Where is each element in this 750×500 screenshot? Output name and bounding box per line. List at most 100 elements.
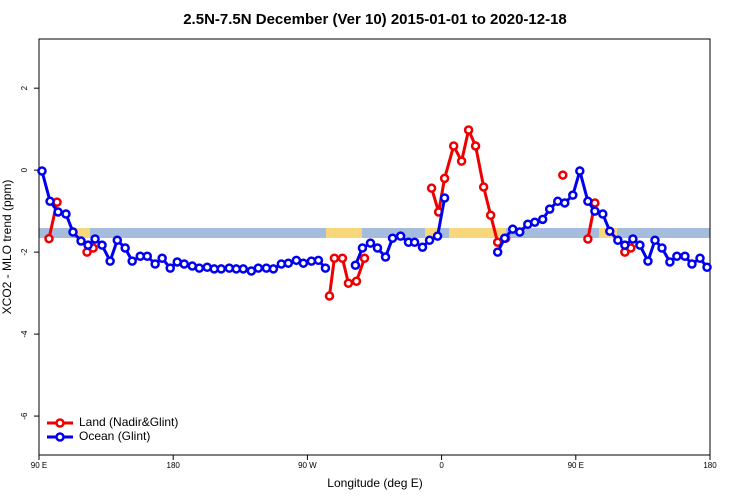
data-point xyxy=(45,196,55,207)
data-point xyxy=(90,234,100,244)
data-point xyxy=(417,242,428,252)
y-tick-label: -2 xyxy=(20,248,29,256)
data-point xyxy=(97,240,107,250)
data-point xyxy=(365,238,376,248)
data-point xyxy=(120,243,130,253)
y-axis-label: XCO2 - MLO trend (ppm) xyxy=(0,180,14,315)
data-point xyxy=(216,264,226,274)
data-point xyxy=(268,264,279,274)
data-point xyxy=(680,251,690,261)
data-point xyxy=(343,278,354,289)
data-point xyxy=(372,243,383,253)
ocean-band xyxy=(39,228,710,238)
data-point xyxy=(329,253,340,264)
data-point xyxy=(253,263,264,273)
x-tick-label: 180 xyxy=(167,461,181,470)
data-point xyxy=(485,210,496,220)
data-point xyxy=(142,251,153,261)
data-point xyxy=(357,243,368,253)
data-point xyxy=(568,190,578,200)
data-point xyxy=(695,253,705,264)
data-point xyxy=(439,193,450,203)
data-point xyxy=(194,263,205,273)
data-point xyxy=(657,243,667,253)
data-point xyxy=(605,226,615,236)
data-point xyxy=(324,291,335,301)
data-point xyxy=(409,237,420,248)
data-point xyxy=(350,260,361,270)
data-point xyxy=(575,166,585,176)
data-point xyxy=(337,253,348,264)
data-point xyxy=(650,235,660,245)
data-point xyxy=(351,276,362,286)
data-point xyxy=(380,252,391,262)
data-point xyxy=(598,209,608,219)
data-point xyxy=(238,264,249,274)
x-tick-label: 90 E xyxy=(568,461,584,470)
data-point xyxy=(112,235,123,245)
data-point xyxy=(127,256,137,266)
data-point xyxy=(635,240,645,250)
data-point xyxy=(665,257,675,267)
chart-title: 2.5N-7.5N December (Ver 10) 2015-01-01 t… xyxy=(183,11,567,28)
data-point xyxy=(432,231,443,241)
data-point xyxy=(179,259,189,269)
data-point xyxy=(492,247,503,257)
data-point xyxy=(687,259,697,269)
data-point xyxy=(68,227,78,237)
y-tick-label: -6 xyxy=(20,412,29,420)
data-point xyxy=(620,240,630,250)
data-point xyxy=(530,217,540,227)
x-axis-label: Longitude (deg E) xyxy=(327,476,422,490)
data-point xyxy=(424,235,435,245)
data-point xyxy=(560,198,570,208)
x-tick-label: 180 xyxy=(703,461,717,470)
data-point xyxy=(439,173,450,184)
data-point xyxy=(643,256,653,266)
data-point xyxy=(150,259,160,269)
y-tick-label: 0 xyxy=(20,167,29,172)
data-point xyxy=(537,214,548,225)
data-point xyxy=(313,255,324,266)
x-tick-label: 90 E xyxy=(31,461,47,470)
data-point xyxy=(514,227,525,237)
data-point xyxy=(320,263,331,273)
data-point xyxy=(76,236,86,246)
data-point xyxy=(165,263,175,273)
data-point xyxy=(558,170,568,180)
data-point xyxy=(105,256,115,266)
data-point xyxy=(61,209,71,219)
data-point xyxy=(702,262,712,273)
y-tick-label: -4 xyxy=(20,330,29,338)
data-point xyxy=(470,141,481,151)
data-point xyxy=(448,141,459,151)
data-point xyxy=(359,253,370,264)
data-point xyxy=(478,182,489,192)
data-point xyxy=(456,156,467,166)
data-point xyxy=(157,253,167,264)
legend-marker xyxy=(55,432,65,442)
data-point xyxy=(298,258,309,268)
data-point xyxy=(463,125,474,135)
land-band xyxy=(425,228,437,238)
data-point xyxy=(426,183,437,193)
x-tick-label: 0 xyxy=(439,461,444,470)
data-point xyxy=(387,233,398,243)
data-point xyxy=(628,234,638,244)
data-point xyxy=(395,231,406,241)
plot-frame xyxy=(38,38,711,456)
data-point xyxy=(672,251,682,261)
data-point xyxy=(544,204,555,214)
data-point xyxy=(44,233,54,244)
legend-marker xyxy=(55,418,65,428)
land-band xyxy=(76,228,90,238)
data-point xyxy=(283,258,294,268)
land-band xyxy=(449,228,506,238)
data-point xyxy=(499,233,510,243)
legend-label: Land (Nadir&Glint) xyxy=(79,415,178,429)
data-point xyxy=(83,240,93,250)
land-band xyxy=(326,228,362,238)
data-point xyxy=(590,206,600,216)
data-point xyxy=(583,196,593,207)
